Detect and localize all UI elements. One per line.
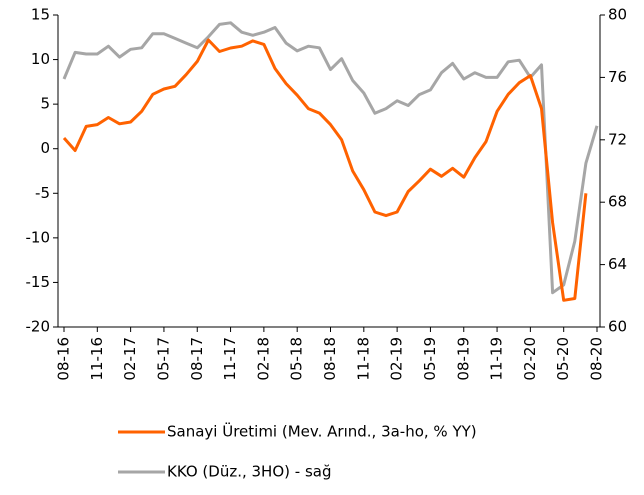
x-tick-label: 02-20 xyxy=(521,337,539,381)
x-tick-label: 05-17 xyxy=(154,337,172,381)
y-tick-label: 10 xyxy=(31,50,50,68)
y-tick-label: -10 xyxy=(26,228,51,246)
x-tick-label: 11-17 xyxy=(221,337,239,381)
x-tick-label: 08-19 xyxy=(454,337,472,381)
legend-label: Sanayi Üretimi (Mev. Arınd., 3a-ho, % YY… xyxy=(167,422,477,441)
x-tick-label: 08-18 xyxy=(321,337,339,381)
y-tick-label: -20 xyxy=(26,318,51,336)
y2-tick-label: 80 xyxy=(608,6,627,24)
y-tick-label: 0 xyxy=(40,139,50,157)
x-tick-label: 08-17 xyxy=(188,337,206,381)
series-line xyxy=(62,38,588,302)
y-tick-label: -15 xyxy=(26,273,51,291)
y-tick-label: 5 xyxy=(40,95,50,113)
x-tick-label: 05-18 xyxy=(288,337,306,381)
legend-label: KKO (Düz., 3HO) - sağ xyxy=(167,463,331,481)
y2-tick-label: 72 xyxy=(608,130,627,148)
y2-tick-label: 76 xyxy=(608,68,627,86)
x-tick-label: 02-17 xyxy=(121,337,139,381)
y2-tick-label: 60 xyxy=(608,318,627,336)
x-tick-label: 08-16 xyxy=(55,337,73,381)
series-line xyxy=(62,21,599,295)
x-tick-label: 05-20 xyxy=(554,337,572,381)
x-tick-label: 05-19 xyxy=(421,337,439,381)
x-tick-label: 11-18 xyxy=(354,337,372,381)
x-tick-label: 02-19 xyxy=(388,337,406,381)
y-tick-label: 15 xyxy=(31,6,50,24)
y-tick-label: -5 xyxy=(35,184,50,202)
y2-tick-label: 68 xyxy=(608,193,627,211)
x-tick-label: 11-19 xyxy=(488,337,506,381)
x-tick-label: 08-20 xyxy=(588,337,606,381)
x-tick-label: 11-16 xyxy=(88,337,106,381)
y2-tick-label: 64 xyxy=(608,255,627,273)
x-tick-label: 02-18 xyxy=(254,337,272,381)
